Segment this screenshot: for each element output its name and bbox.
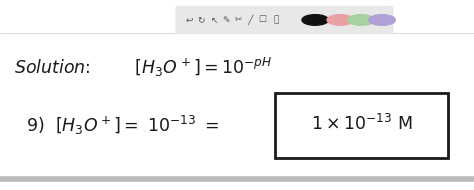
Text: $1\times10^{-13}\ \mathrm{M}$: $1\times10^{-13}\ \mathrm{M}$	[311, 114, 412, 135]
Circle shape	[302, 15, 328, 25]
Circle shape	[348, 15, 374, 25]
Circle shape	[369, 15, 395, 25]
Text: ✂: ✂	[235, 15, 242, 25]
Text: ↩: ↩	[186, 15, 193, 25]
Text: ↻: ↻	[198, 15, 205, 25]
Circle shape	[327, 15, 354, 25]
FancyBboxPatch shape	[275, 93, 448, 158]
Text: $\mathit{Solution}$:        $[H_3O^+] = 10^{-pH}$: $\mathit{Solution}$: $[H_3O^+] = 10^{-pH…	[14, 56, 273, 79]
Text: ↖: ↖	[210, 15, 218, 25]
Text: ╱: ╱	[247, 15, 253, 25]
FancyBboxPatch shape	[175, 6, 393, 34]
Text: $\mathit{9)}\ \ [H_3O^+] = \ 10^{-13}\ =$: $\mathit{9)}\ \ [H_3O^+] = \ 10^{-13}\ =…	[26, 114, 219, 137]
Text: ☐: ☐	[258, 15, 266, 25]
Text: ✎: ✎	[222, 15, 230, 25]
Text: 🖼: 🖼	[273, 15, 279, 25]
